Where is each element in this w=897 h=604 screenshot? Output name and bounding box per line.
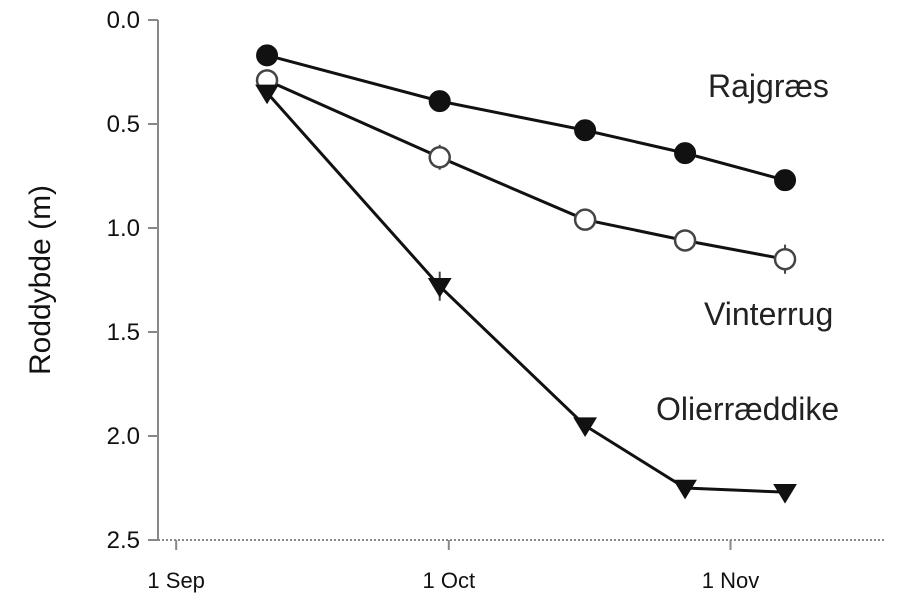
y-tick-label: 0.0 (107, 7, 140, 34)
data-point (428, 146, 451, 169)
y-tick-label: 0.5 (107, 111, 140, 138)
x-tick-label: 1 Oct (423, 568, 476, 593)
data-point (255, 84, 279, 105)
y-tick-label: 2.0 (107, 423, 140, 450)
series-vinterrug (255, 69, 797, 274)
series-layer (255, 44, 797, 504)
plot-area: 0.0 0.5 1.0 1.5 2.0 2.5 1 Sep 1 Oct 1 Nov (107, 7, 885, 593)
series-label-olieraeddike: Olierræddike (656, 391, 839, 427)
data-point (673, 479, 697, 500)
series-rajgrs (256, 44, 797, 192)
data-point (773, 247, 797, 271)
data-point (673, 229, 697, 252)
series-label-vinterrug: Vinterrug (704, 296, 833, 332)
series-line (266, 78, 786, 261)
y-tick-label: 1.5 (107, 319, 140, 346)
series-label-rajgraes: Rajgræs (708, 68, 829, 104)
data-point (573, 208, 597, 231)
x-axis-ticks: 1 Sep 1 Oct 1 Nov (147, 540, 759, 593)
y-tick-label: 2.5 (107, 527, 140, 554)
x-tick-label: 1 Nov (702, 568, 759, 593)
series-line (265, 91, 786, 494)
data-point (774, 169, 797, 192)
data-point (573, 417, 597, 438)
x-tick-label: 1 Sep (147, 568, 205, 593)
data-point (773, 483, 797, 504)
y-tick-label: 1.0 (107, 215, 140, 242)
data-point (674, 142, 697, 165)
data-point (427, 278, 452, 298)
data-point (256, 44, 279, 67)
y-axis-ticks: 0.0 0.5 1.0 1.5 2.0 2.5 (107, 7, 158, 554)
y-axis-title: Roddybde (m) (24, 185, 57, 375)
data-point (574, 119, 597, 142)
series-olierrddike (255, 84, 797, 504)
data-point (428, 90, 451, 113)
